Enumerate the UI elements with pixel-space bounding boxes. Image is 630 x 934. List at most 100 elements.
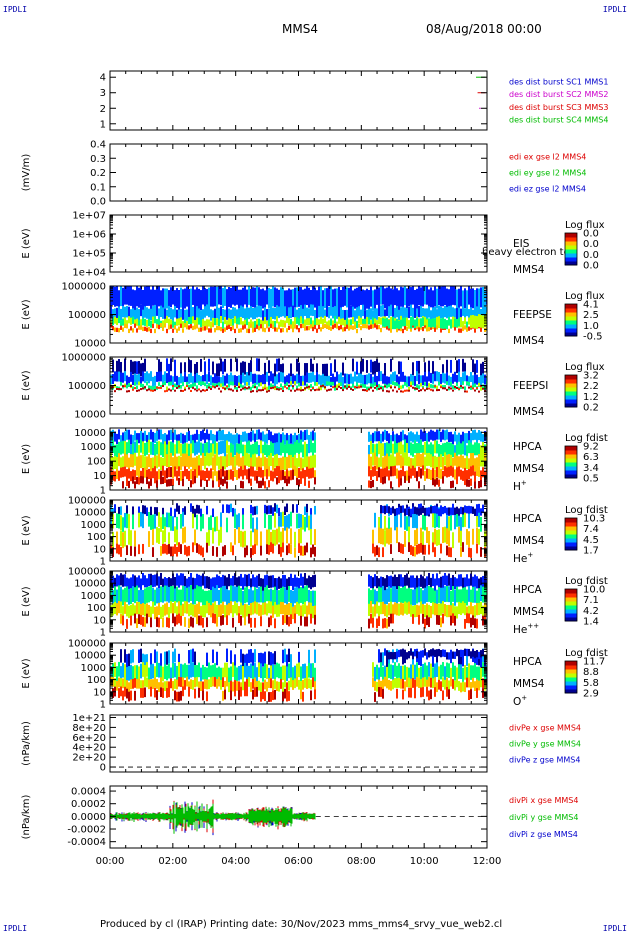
spectrogram-cell — [444, 384, 446, 389]
spectrogram-cell — [204, 443, 206, 457]
spectrogram-cell — [274, 679, 276, 689]
spectrogram-cell — [182, 573, 184, 586]
spectrogram-cell — [458, 388, 460, 391]
spectrogram-event-cell — [438, 508, 440, 516]
spectrogram-cell — [404, 665, 406, 680]
spectrogram-cell — [250, 306, 252, 318]
colorbar-label: 0.0 — [583, 250, 599, 261]
spectrogram-cell — [122, 287, 124, 308]
spectrogram-cell — [284, 515, 286, 531]
spectrogram-cell — [306, 429, 308, 440]
spectrogram-cell — [394, 434, 396, 445]
colorbar-label: 9.2 — [583, 442, 599, 453]
spectrogram-event-cell — [438, 648, 440, 657]
spectrogram-cell — [120, 435, 122, 446]
spectrogram-cell — [282, 574, 284, 588]
colorbar-swatch — [565, 454, 577, 459]
spectrogram-cell — [286, 682, 288, 693]
spectrogram-cell — [344, 286, 346, 306]
spectrogram-cell — [210, 286, 212, 307]
spectrogram-cell — [448, 375, 450, 386]
colorbar-swatch — [565, 534, 577, 539]
spectrogram-event-cell — [422, 650, 424, 658]
spectrogram-cell — [394, 382, 396, 386]
spectrogram-cell — [468, 613, 470, 624]
spectrogram-cell — [148, 373, 150, 384]
spectrogram-cell — [164, 318, 166, 326]
spectrogram-cell — [392, 289, 394, 310]
spectrogram-cell — [276, 453, 278, 467]
spectrogram-event-cell — [408, 651, 410, 659]
spectrogram-cell — [326, 389, 328, 392]
spectrogram-cell — [164, 441, 166, 455]
spectrogram-cell — [390, 374, 392, 385]
spectrogram-cell — [304, 478, 306, 486]
spectrogram-cell — [198, 544, 200, 555]
spectrogram-cell — [128, 457, 130, 471]
spectrogram-cell — [394, 602, 396, 615]
spectrogram-cell — [242, 372, 244, 383]
spectrogram-cell — [392, 665, 394, 680]
spectrogram-cell — [468, 479, 470, 487]
spectrogram-cell — [376, 386, 378, 391]
spectrogram-cell — [274, 689, 276, 700]
spectrogram-cell — [222, 615, 224, 625]
spectrogram-cell — [386, 618, 388, 629]
spectrogram-cell — [118, 513, 120, 529]
spectrogram-cell — [294, 465, 296, 476]
spectrogram-cell — [126, 505, 128, 514]
spectrogram-cell — [384, 603, 386, 617]
spectrogram-cell — [300, 471, 302, 482]
spectrogram-cell — [132, 506, 134, 515]
spectrogram-cell — [310, 384, 312, 388]
spectrogram-cell — [168, 318, 170, 326]
spectrogram-cell — [446, 575, 448, 588]
spectrogram-cell — [196, 456, 198, 470]
spectrogram-cell — [206, 576, 208, 589]
colorbar-swatch — [565, 261, 577, 266]
spectrogram-cell — [190, 453, 192, 467]
spectrogram-cell — [410, 373, 412, 384]
spectrogram-cell — [120, 601, 122, 614]
spectrogram-cell — [380, 662, 382, 677]
spectrogram-cell — [296, 601, 298, 615]
spectrogram-cell — [290, 654, 292, 668]
spectrogram-cell — [374, 386, 376, 389]
spectrogram-cell — [312, 387, 314, 390]
spectrogram-cell — [306, 512, 308, 528]
spectrogram-cell — [232, 434, 234, 445]
spectrogram-cell — [142, 680, 144, 690]
spectrogram-cell — [208, 328, 210, 333]
spectrogram-cell — [204, 389, 206, 392]
spectrogram-cell — [480, 386, 482, 391]
spectrogram-event-cell — [444, 505, 446, 514]
spectrogram-cell — [298, 679, 300, 690]
spectrogram-cell — [444, 466, 446, 477]
spectrogram-cell — [394, 307, 396, 320]
spectrogram-cell — [152, 376, 154, 387]
spectrogram-cell — [124, 587, 126, 604]
spectrogram-cell — [456, 606, 458, 619]
spectrogram-cell — [404, 681, 406, 692]
spectrogram-cell — [206, 667, 208, 683]
spectrogram-cell — [138, 477, 140, 485]
spectrogram-cell — [146, 307, 148, 319]
spectrogram-cell — [302, 323, 304, 328]
instrument-label: MMS4 — [513, 678, 545, 690]
spectrogram-cell — [406, 677, 408, 688]
spectrogram-cell — [376, 664, 378, 680]
spectrogram-cell — [460, 574, 462, 587]
spectrogram-cell — [272, 471, 274, 482]
spectrogram-cell — [370, 373, 372, 384]
spectrogram-cell — [412, 381, 414, 385]
spectrogram-cell — [164, 517, 166, 532]
spectrogram-cell — [214, 577, 216, 590]
spectrogram-cell — [476, 432, 478, 443]
spectrogram-cell — [468, 386, 470, 389]
spectrogram-cell — [178, 290, 180, 310]
spectrogram-cell — [196, 324, 198, 329]
spectrogram-cell — [226, 320, 228, 328]
spectrogram-cell — [408, 542, 410, 552]
spectrogram-cell — [224, 309, 226, 322]
spectrogram-cell — [160, 385, 162, 389]
